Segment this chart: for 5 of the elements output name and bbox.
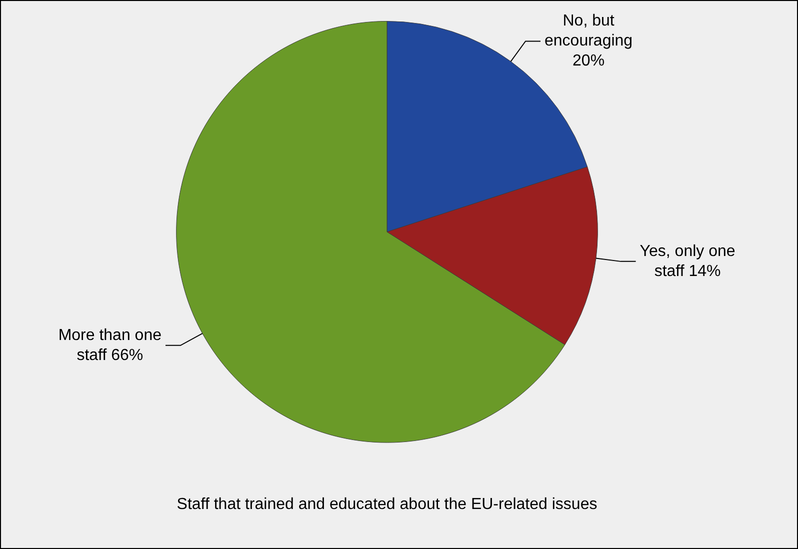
slice-label: More than one staff 66%: [58, 326, 162, 364]
slice-label: No, but encouraging: [544, 12, 633, 50]
data-label: 20%: [572, 52, 605, 70]
slice-label: Yes, only one staff 14%: [640, 242, 736, 280]
text: Staff that trained and educated about the EU-related issues: [176, 496, 598, 513]
